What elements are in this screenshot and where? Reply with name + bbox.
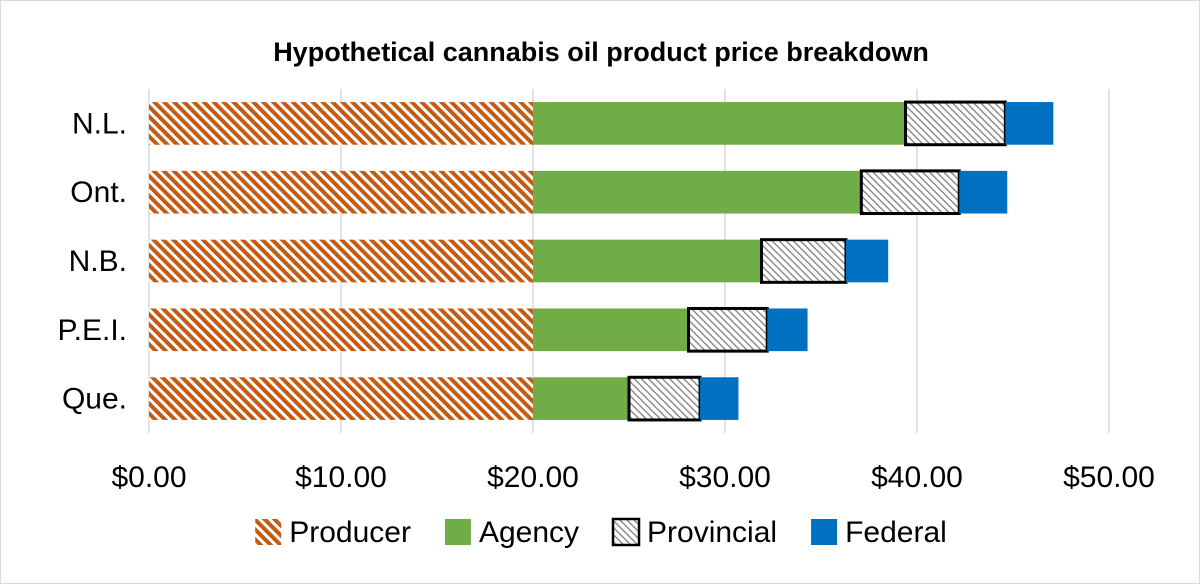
bar-federal-que <box>700 377 739 420</box>
bar-agency-n-l <box>533 102 906 145</box>
bar-agency-ont <box>533 170 862 214</box>
legend: Producer Agency Provincial Federal <box>255 516 947 549</box>
legend-label-provincial: Provincial <box>647 516 777 549</box>
legend-label-federal: Federal <box>845 516 947 549</box>
bar-producer-p-e-i <box>149 308 533 352</box>
bar-provincial-que <box>627 375 702 422</box>
x-tick-label: $0.00 <box>111 461 186 494</box>
legend-item-agency: Agency <box>444 516 579 549</box>
bar-agency-p-e-i <box>533 308 689 352</box>
bar-provincial-n-l <box>903 100 1007 147</box>
x-tick-label: $20.00 <box>487 461 579 494</box>
bar-producer-que <box>149 377 533 420</box>
bar-group <box>149 100 1054 422</box>
bar-federal-n-l <box>1005 102 1054 145</box>
x-tick-labels: $0.00 $10.00 $20.00 $30.00 $40.00 $50.00 <box>111 461 1154 494</box>
legend-item-provincial: Provincial <box>611 516 777 549</box>
x-tick-label: $50.00 <box>1063 461 1155 494</box>
legend-label-producer: Producer <box>289 516 411 549</box>
legend-swatch-provincial <box>611 517 641 547</box>
bar-producer-n-b <box>149 239 533 283</box>
legend-item-producer: Producer <box>255 516 411 549</box>
chart-title: Hypothetical cannabis oil product price … <box>273 37 929 67</box>
legend-item-federal: Federal <box>811 516 947 549</box>
category-labels: N.L. Ont. N.B. P.E.I. Que. <box>58 107 128 415</box>
bar-producer-n-l <box>149 102 533 145</box>
bar-provincial-ont <box>859 169 961 216</box>
bar-federal-n-b <box>845 239 889 283</box>
x-tick-label: $10.00 <box>295 461 387 494</box>
bar-federal-ont <box>959 170 1008 214</box>
bar-producer-ont <box>149 170 533 214</box>
x-tick-label: $40.00 <box>871 461 963 494</box>
x-tick-label: $30.00 <box>679 461 771 494</box>
bar-federal-p-e-i <box>767 308 808 352</box>
bar-agency-que <box>533 377 629 420</box>
legend-label-agency: Agency <box>479 516 579 549</box>
category-label: N.L. <box>72 107 127 140</box>
legend-swatch-producer <box>255 519 282 545</box>
category-label: P.E.I. <box>58 314 128 347</box>
bar-provincial-n-b <box>759 238 848 284</box>
category-label: Ont. <box>70 176 127 209</box>
legend-swatch-agency <box>444 519 471 545</box>
bar-provincial-p-e-i <box>687 306 769 353</box>
legend-swatch-federal <box>811 519 838 545</box>
bar-agency-n-b <box>533 239 762 283</box>
category-label: N.B. <box>69 245 127 278</box>
category-label: Que. <box>62 383 127 416</box>
